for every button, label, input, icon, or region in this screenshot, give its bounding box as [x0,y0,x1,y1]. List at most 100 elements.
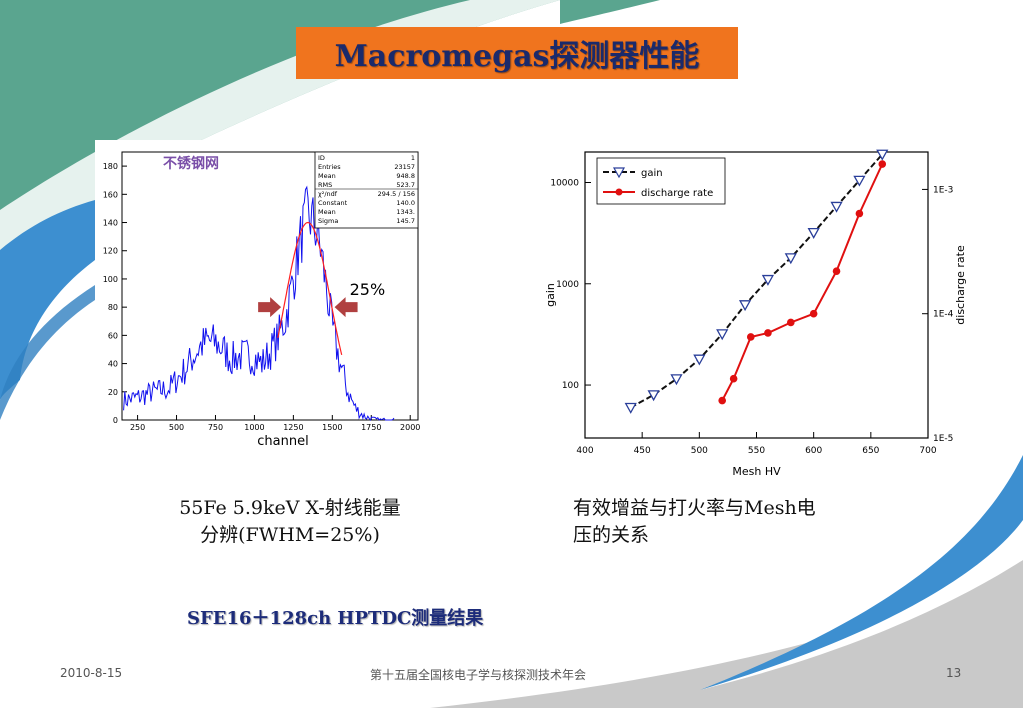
gain-discharge-chart: 400 450 500 550 600 650 700 100 1000 10000 1E-5 1E-… [544,149,967,478]
stats-value: 1 [411,154,415,162]
title-banner: Macromegas探测器性能 [296,27,738,79]
y-tick-label: 20 [108,388,118,397]
x-tick-label: 600 [805,446,822,456]
stats-value: 948.8 [396,172,415,180]
energy-spectrum-chart: 250 500 750 1000 1250 1500 1750 2000 0 20 40 60 80 10… [95,140,425,450]
footer-date: 2010-8-15 [60,666,123,680]
y-tick-label: 160 [103,190,118,199]
y-tick-label: 80 [108,303,118,312]
left-caption: 55Fe 5.9keV X-射线能量 分辨(FWHM=25%) [160,495,420,549]
stats-value: 294.5 / 156 [378,190,415,198]
stats-label: ID [318,154,325,162]
gain-data-point [716,329,729,341]
discharge-data-point [718,396,726,405]
stats-label: χ²/ndf [318,190,338,198]
gain-data-point [876,149,889,161]
stats-value: 1343. [396,208,415,216]
right-caption-line2: 压的关系 [573,524,650,546]
measurement-subtitle: SFE16＋128ch HPTDC测量结果 [187,608,484,629]
stats-box [314,151,419,229]
y-tick-label: 60 [108,331,118,340]
gain-data-point [624,402,637,414]
gain-data-point [738,300,752,312]
y-tick-label: 180 [103,162,118,171]
legend-marker-gain [612,167,626,179]
stats-label: Entries [318,163,341,171]
fwhm-right-arrow [334,297,358,318]
blue-arc-right [700,455,1023,690]
x-tick-label: 550 [748,446,765,456]
blue-arc-left-thin [0,285,95,420]
legend-box [596,157,726,205]
x-tick-label: 1250 [283,423,303,432]
x-axis-label: Mesh HV [732,465,781,478]
y-tick-label: 10000 [550,178,579,188]
discharge-data-point [787,318,795,327]
y2-tick-label: 1E-4 [933,310,954,320]
y2-tick-label: 1E-3 [933,185,953,195]
discharge-data-point [855,209,864,218]
right-caption: 有效增益与打火率与Mesh电 压的关系 [573,495,873,549]
slide-title: Macromegas探测器性能 [334,39,700,74]
x-tick-label: 450 [634,446,651,456]
stats-label: Mean [318,208,336,216]
y-tick-label: 0 [113,416,118,425]
stats-value: 145.7 [396,217,415,225]
left-caption-line1: 55Fe 5.9keV X-射线能量 [179,497,401,519]
y-tick-label: 140 [103,219,118,228]
fwhm-left-arrow [258,297,282,318]
fwhm-annotation: 25% [350,280,386,299]
histogram-frame [121,151,419,421]
gray-arc-right [430,560,1023,708]
discharge-data-point [809,309,818,318]
footer-event: 第十五届全国核电子学与核探测技术年会 [370,668,587,682]
y-tick-label: 100 [103,275,118,284]
teal-swoosh [0,0,560,280]
discharge-data-point [764,329,772,337]
x-tick-label: 2000 [400,423,420,432]
x-tick-label: 700 [919,446,936,456]
legend-marker-discharge [615,188,623,196]
stats-label: Sigma [318,217,338,225]
legend-label: gain [641,168,663,179]
y-tick-label: 120 [103,247,118,256]
gain-data-point [784,253,797,265]
stats-label: Mean [318,172,336,180]
x-axis-label: channel [257,434,308,449]
gain-data-point [807,227,820,239]
x-tick-label: 750 [208,423,223,432]
stats-label: RMS [318,181,332,189]
stats-label: Constant [318,199,348,207]
legend-label: discharge rate [641,188,713,199]
gain-data-point [647,390,660,402]
stats-value: 140.0 [396,199,415,207]
y-tick-label: 100 [562,381,579,391]
gain-data-point [670,374,683,386]
gain-data-point [761,274,775,286]
gaussian-fit-line [277,221,343,356]
discharge-data-point [878,160,887,168]
gain-data-point [853,175,866,187]
right-caption-line1: 有效增益与打火率与Mesh电 [573,497,816,519]
stats-value: 23157 [394,163,415,171]
discharge-data-point [832,267,841,275]
gain-data-point [830,201,843,213]
x-tick-label: 1000 [244,423,264,432]
y-axis-label: gain [544,283,557,307]
x-tick-label: 650 [862,446,879,456]
series-line-0 [630,153,884,409]
y-tick-label: 1000 [556,280,579,290]
gain-data-point [693,354,706,366]
x-tick-label: 500 [691,446,708,456]
left-caption-line2: 分辨(FWHM=25%) [200,524,380,546]
y2-axis-label: discharge rate [954,245,967,325]
discharge-data-point [729,374,738,383]
stats-value: 523.7 [396,181,415,189]
histogram-title: 不锈钢网 [163,155,219,172]
y-tick-label: 40 [108,360,118,369]
x-tick-label: 1750 [361,423,381,432]
discharge-data-point [746,333,755,341]
x-tick-label: 1500 [322,423,342,432]
y2-tick-label: 1E-5 [933,434,953,444]
